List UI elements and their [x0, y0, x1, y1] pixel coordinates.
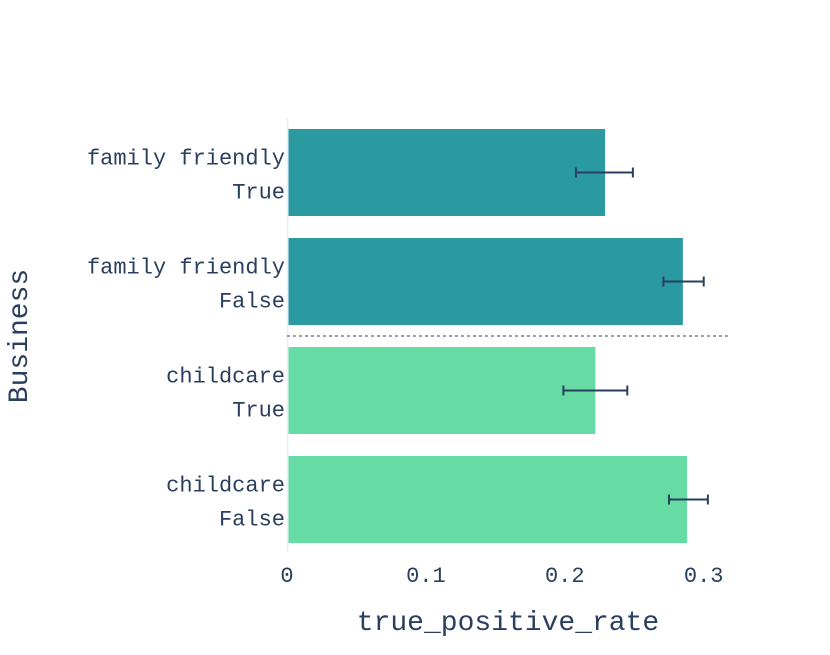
bar [287, 129, 606, 216]
category-value-label: True [232, 399, 285, 424]
bar [287, 347, 596, 434]
category-value-label: False [219, 290, 285, 315]
category-group-label: childcare [166, 474, 285, 499]
x-tick-label: 0 [280, 564, 293, 589]
bar [287, 238, 683, 325]
error-bar [562, 385, 629, 396]
x-tick-label: 0.1 [406, 564, 446, 589]
y-axis-title: Business [5, 269, 36, 403]
x-tick-label: 0.3 [684, 564, 724, 589]
category-group-label: family friendly [87, 256, 285, 281]
bar [287, 456, 688, 543]
bars-layer [287, 129, 688, 543]
x-tick-labels: 0 0.1 0.2 0.3 [280, 564, 723, 589]
category-labels: family friendly True family friendly False c… [87, 147, 285, 533]
x-tick-label: 0.2 [545, 564, 585, 589]
error-bars-layer [562, 167, 709, 505]
category-value-label: True [232, 181, 285, 206]
category-value-label: False [219, 508, 285, 533]
x-axis-title: true_positive_rate [357, 608, 659, 639]
category-group-label: childcare [166, 365, 285, 390]
error-bar [574, 167, 634, 178]
category-group-label: family friendly [87, 147, 285, 172]
error-bar [667, 494, 709, 505]
error-bar [662, 276, 705, 287]
